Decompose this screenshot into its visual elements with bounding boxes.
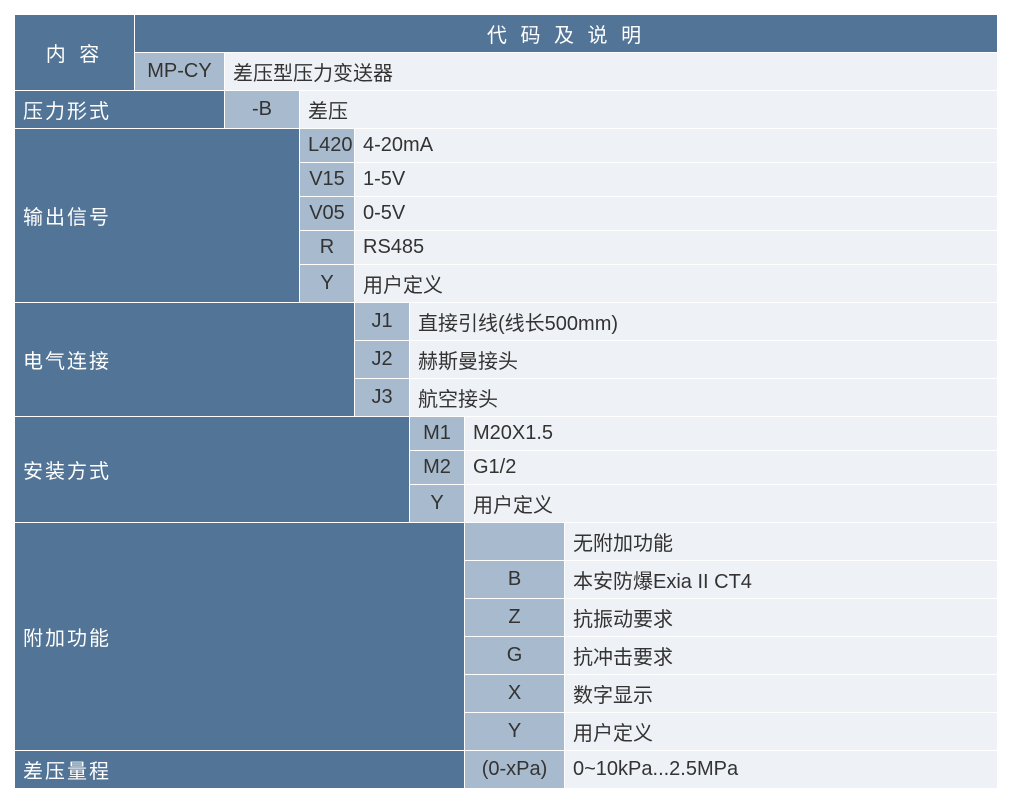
elec-desc-1: 赫斯曼接头 [410,341,998,379]
output-code-1: V15 [300,163,355,197]
series-code: MP-CY [135,53,225,91]
ordering-code-table: 内 容 代 码 及 说 明 MP-CY 差压型压力变送器 压力形式 -B 差压 … [14,14,998,789]
elec-desc-0: 直接引线(线长500mm) [410,303,998,341]
addfn-label: 附加功能 [15,523,465,751]
ptype-label: 压力形式 [15,91,225,129]
addfn-code-2: Z [465,599,565,637]
output-code-3: R [300,231,355,265]
addfn-code-5: Y [465,713,565,751]
addfn-desc-2: 抗振动要求 [565,599,998,637]
addfn-desc-1: 本安防爆Exia II CT4 [565,561,998,599]
mount-desc-1: G1/2 [465,451,998,485]
addfn-desc-5: 用户定义 [565,713,998,751]
output-desc-2: 0-5V [355,197,998,231]
range-code: (0-xPa) [465,751,565,789]
output-desc-0: 4-20mA [355,129,998,163]
range-label: 差压量程 [15,751,465,789]
addfn-code-4: X [465,675,565,713]
mount-code-2: Y [410,485,465,523]
addfn-desc-4: 数字显示 [565,675,998,713]
range-desc: 0~10kPa...2.5MPa [565,751,998,789]
elec-desc-2: 航空接头 [410,379,998,417]
addfn-code-1: B [465,561,565,599]
mount-code-0: M1 [410,417,465,451]
addfn-code-3: G [465,637,565,675]
mount-code-1: M2 [410,451,465,485]
output-desc-3: RS485 [355,231,998,265]
series-desc: 差压型压力变送器 [225,53,998,91]
mount-label: 安装方式 [15,417,410,523]
mount-desc-2: 用户定义 [465,485,998,523]
output-label: 输出信号 [15,129,300,303]
ptype-code: -B [225,91,300,129]
output-desc-1: 1-5V [355,163,998,197]
output-desc-4: 用户定义 [355,265,998,303]
ptype-desc: 差压 [300,91,998,129]
output-code-4: Y [300,265,355,303]
output-code-0: L420 [300,129,355,163]
output-code-2: V05 [300,197,355,231]
header-right: 代 码 及 说 明 [135,15,998,53]
addfn-code-0 [465,523,565,561]
mount-desc-0: M20X1.5 [465,417,998,451]
addfn-desc-3: 抗冲击要求 [565,637,998,675]
elec-label: 电气连接 [15,303,355,417]
addfn-desc-0: 无附加功能 [565,523,998,561]
header-left: 内 容 [15,15,135,91]
elec-code-0: J1 [355,303,410,341]
elec-code-2: J3 [355,379,410,417]
elec-code-1: J2 [355,341,410,379]
